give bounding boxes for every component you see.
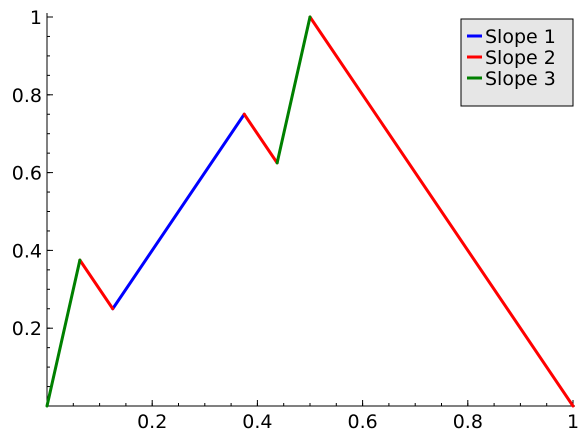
series-slope-1 [111, 112, 246, 311]
legend-label-slope-2: Slope 2 [485, 47, 556, 69]
x-tick-label: 1 [567, 411, 579, 433]
series-segment-slope-2 [78, 258, 115, 311]
series-segment-slope-2 [242, 112, 279, 165]
legend-label-slope-3: Slope 3 [485, 68, 556, 90]
y-tick-label: 0.8 [12, 85, 42, 107]
x-tick-label: 0.8 [453, 411, 483, 433]
series-segment-slope-3 [275, 15, 312, 165]
series-segment-slope-1 [111, 112, 246, 311]
x-tick-label: 0.6 [347, 411, 377, 433]
y-tick-label: 0.6 [12, 163, 42, 185]
series-segment-slope-3 [45, 258, 82, 408]
series-segment-slope-2 [308, 15, 575, 408]
axes: 0.2 0.4 0.6 0.8 1 0.2 0.4 0.6 0.8 1 [12, 7, 579, 433]
x-tick-label: 0.4 [242, 411, 272, 433]
y-tick-label: 0.4 [12, 240, 42, 262]
legend-box [460, 18, 574, 107]
series-layer [45, 15, 575, 408]
y-tick-label: 1 [30, 7, 42, 29]
x-tick-label: 0.2 [137, 411, 167, 433]
series-slope-2 [78, 15, 575, 408]
y-tick-label: 0.2 [12, 318, 42, 340]
series-slope-3 [45, 15, 312, 408]
legend-label-slope-1: Slope 1 [485, 26, 556, 48]
